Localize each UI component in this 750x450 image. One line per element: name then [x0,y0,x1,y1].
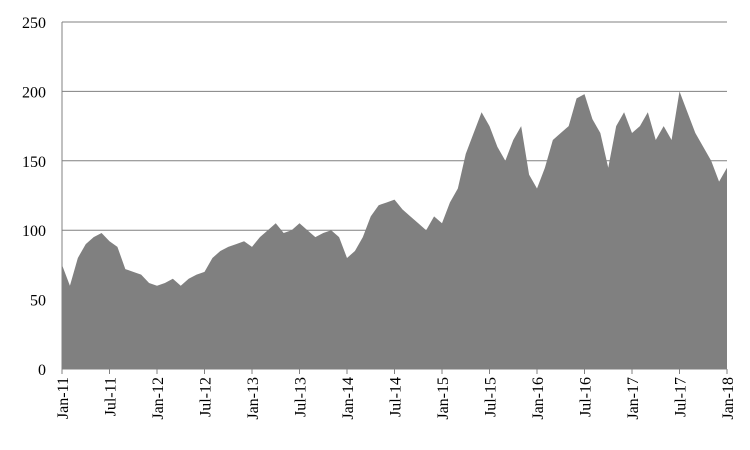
x-tick-label: Jan-12 [150,377,167,420]
y-tick-label: 0 [38,362,46,379]
x-tick-label: Jan-15 [435,377,452,420]
y-tick-label: 250 [22,15,46,32]
x-tick-label: Jan-16 [530,377,547,420]
x-tick-label: Jul-13 [293,377,310,417]
y-tick-label: 50 [30,293,46,310]
x-tick-label: Jan-13 [245,377,262,420]
x-tick-label: Jul-14 [388,377,405,417]
x-tick-label: Jan-14 [340,377,357,420]
x-tick-label: Jul-15 [483,377,500,417]
x-tick-label: Jan-11 [55,377,72,419]
x-tick-label: Jul-11 [103,377,120,416]
x-tick-label: Jul-16 [578,377,595,417]
y-tick-label: 150 [22,154,46,171]
x-tick-label: Jul-12 [198,377,215,417]
y-tick-label: 200 [22,84,46,101]
x-tick-label: Jul-17 [673,377,690,417]
y-tick-label: 100 [22,223,46,240]
x-tick-label: Jan-18 [720,377,737,420]
x-tick-label: Jan-17 [625,377,642,420]
